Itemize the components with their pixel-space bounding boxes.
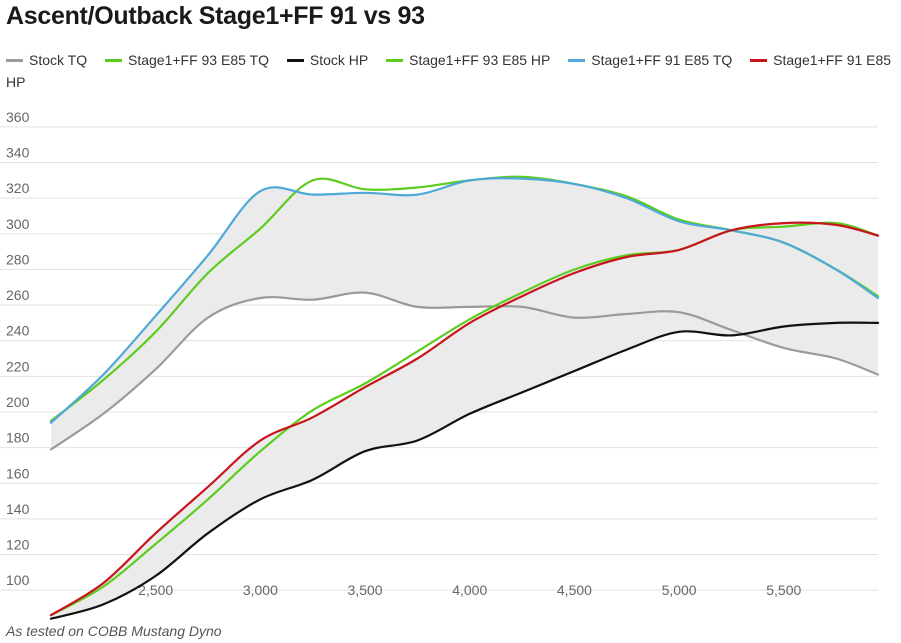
y-tick-label: 340 xyxy=(6,145,30,161)
x-tick-label: 5,500 xyxy=(766,582,801,598)
x-tick-label: 3,500 xyxy=(348,582,383,598)
legend-label: Stock TQ xyxy=(29,52,88,68)
y-tick-label: 220 xyxy=(6,358,30,374)
y-tick-label: 360 xyxy=(6,109,30,125)
legend-label: Stage1+FF 91 E85 TQ xyxy=(591,52,733,68)
legend-label: Stage1+FF 93 E85 TQ xyxy=(127,52,269,68)
chart-title: Ascent/Outback Stage1+FF 91 vs 93 xyxy=(6,2,425,30)
x-tick-label: 3,000 xyxy=(243,582,278,598)
y-tick-label: 180 xyxy=(6,430,30,446)
y-tick-label: 320 xyxy=(6,180,30,196)
x-tick-label: 4,000 xyxy=(452,582,487,598)
y-tick-label: 200 xyxy=(6,394,30,410)
series-line-stock-hp xyxy=(49,321,880,620)
legend-item-stage1-ff-93-e85-hp: Stage1+FF 93 E85 HP xyxy=(386,52,550,68)
y-tick-label: 100 xyxy=(6,572,30,588)
legend-label: Stage1+FF 91 E85 HP xyxy=(6,52,892,90)
legend-label: Stage1+FF 93 E85 HP xyxy=(409,52,551,68)
y-tick-label: 120 xyxy=(6,537,30,553)
legend-item-stock-hp: Stock HP xyxy=(286,52,369,68)
y-tick-label: 160 xyxy=(6,465,30,481)
legend-item-stage1-ff-93-e85-tq: Stage1+FF 93 E85 TQ xyxy=(104,52,269,68)
y-tick-label: 260 xyxy=(6,287,30,303)
legend-swatch xyxy=(104,58,122,62)
chart-legend: Stock TQ Stage1+FF 93 E85 TQ Stock HP St… xyxy=(6,49,896,93)
legend-swatch xyxy=(568,58,586,62)
legend-swatch xyxy=(386,58,404,62)
x-tick-label: 4,500 xyxy=(557,582,592,598)
legend-swatch xyxy=(286,58,304,62)
y-tick-label: 240 xyxy=(6,323,30,339)
y-tick-label: 280 xyxy=(6,251,30,267)
series-line-stage1-ff-91-e85-tq xyxy=(49,177,880,424)
y-tick-label: 300 xyxy=(6,216,30,232)
y-tick-label: 140 xyxy=(6,501,30,517)
legend-item-stage1-ff-91-e85-hp: Stage1+FF 91 E85 HP xyxy=(6,52,891,90)
chart-footer-note: As tested on COBB Mustang Dyno xyxy=(6,623,222,639)
legend-item-stock-tq: Stock TQ xyxy=(6,52,87,68)
legend-swatch xyxy=(6,58,23,62)
legend-swatch xyxy=(750,58,768,62)
legend-label: Stock HP xyxy=(309,52,369,68)
legend-item-stage1-ff-91-e85-tq: Stage1+FF 91 E85 TQ xyxy=(568,52,732,68)
x-tick-label: 2,500 xyxy=(138,582,173,598)
series-line-stage1-ff-91-e85-hp xyxy=(49,221,880,617)
shaded-band-stage1-ff-91-e85-hp xyxy=(51,222,878,619)
shaded-band-stage1-ff-91-e85-tq xyxy=(51,178,878,450)
x-tick-label: 5,000 xyxy=(662,582,697,598)
